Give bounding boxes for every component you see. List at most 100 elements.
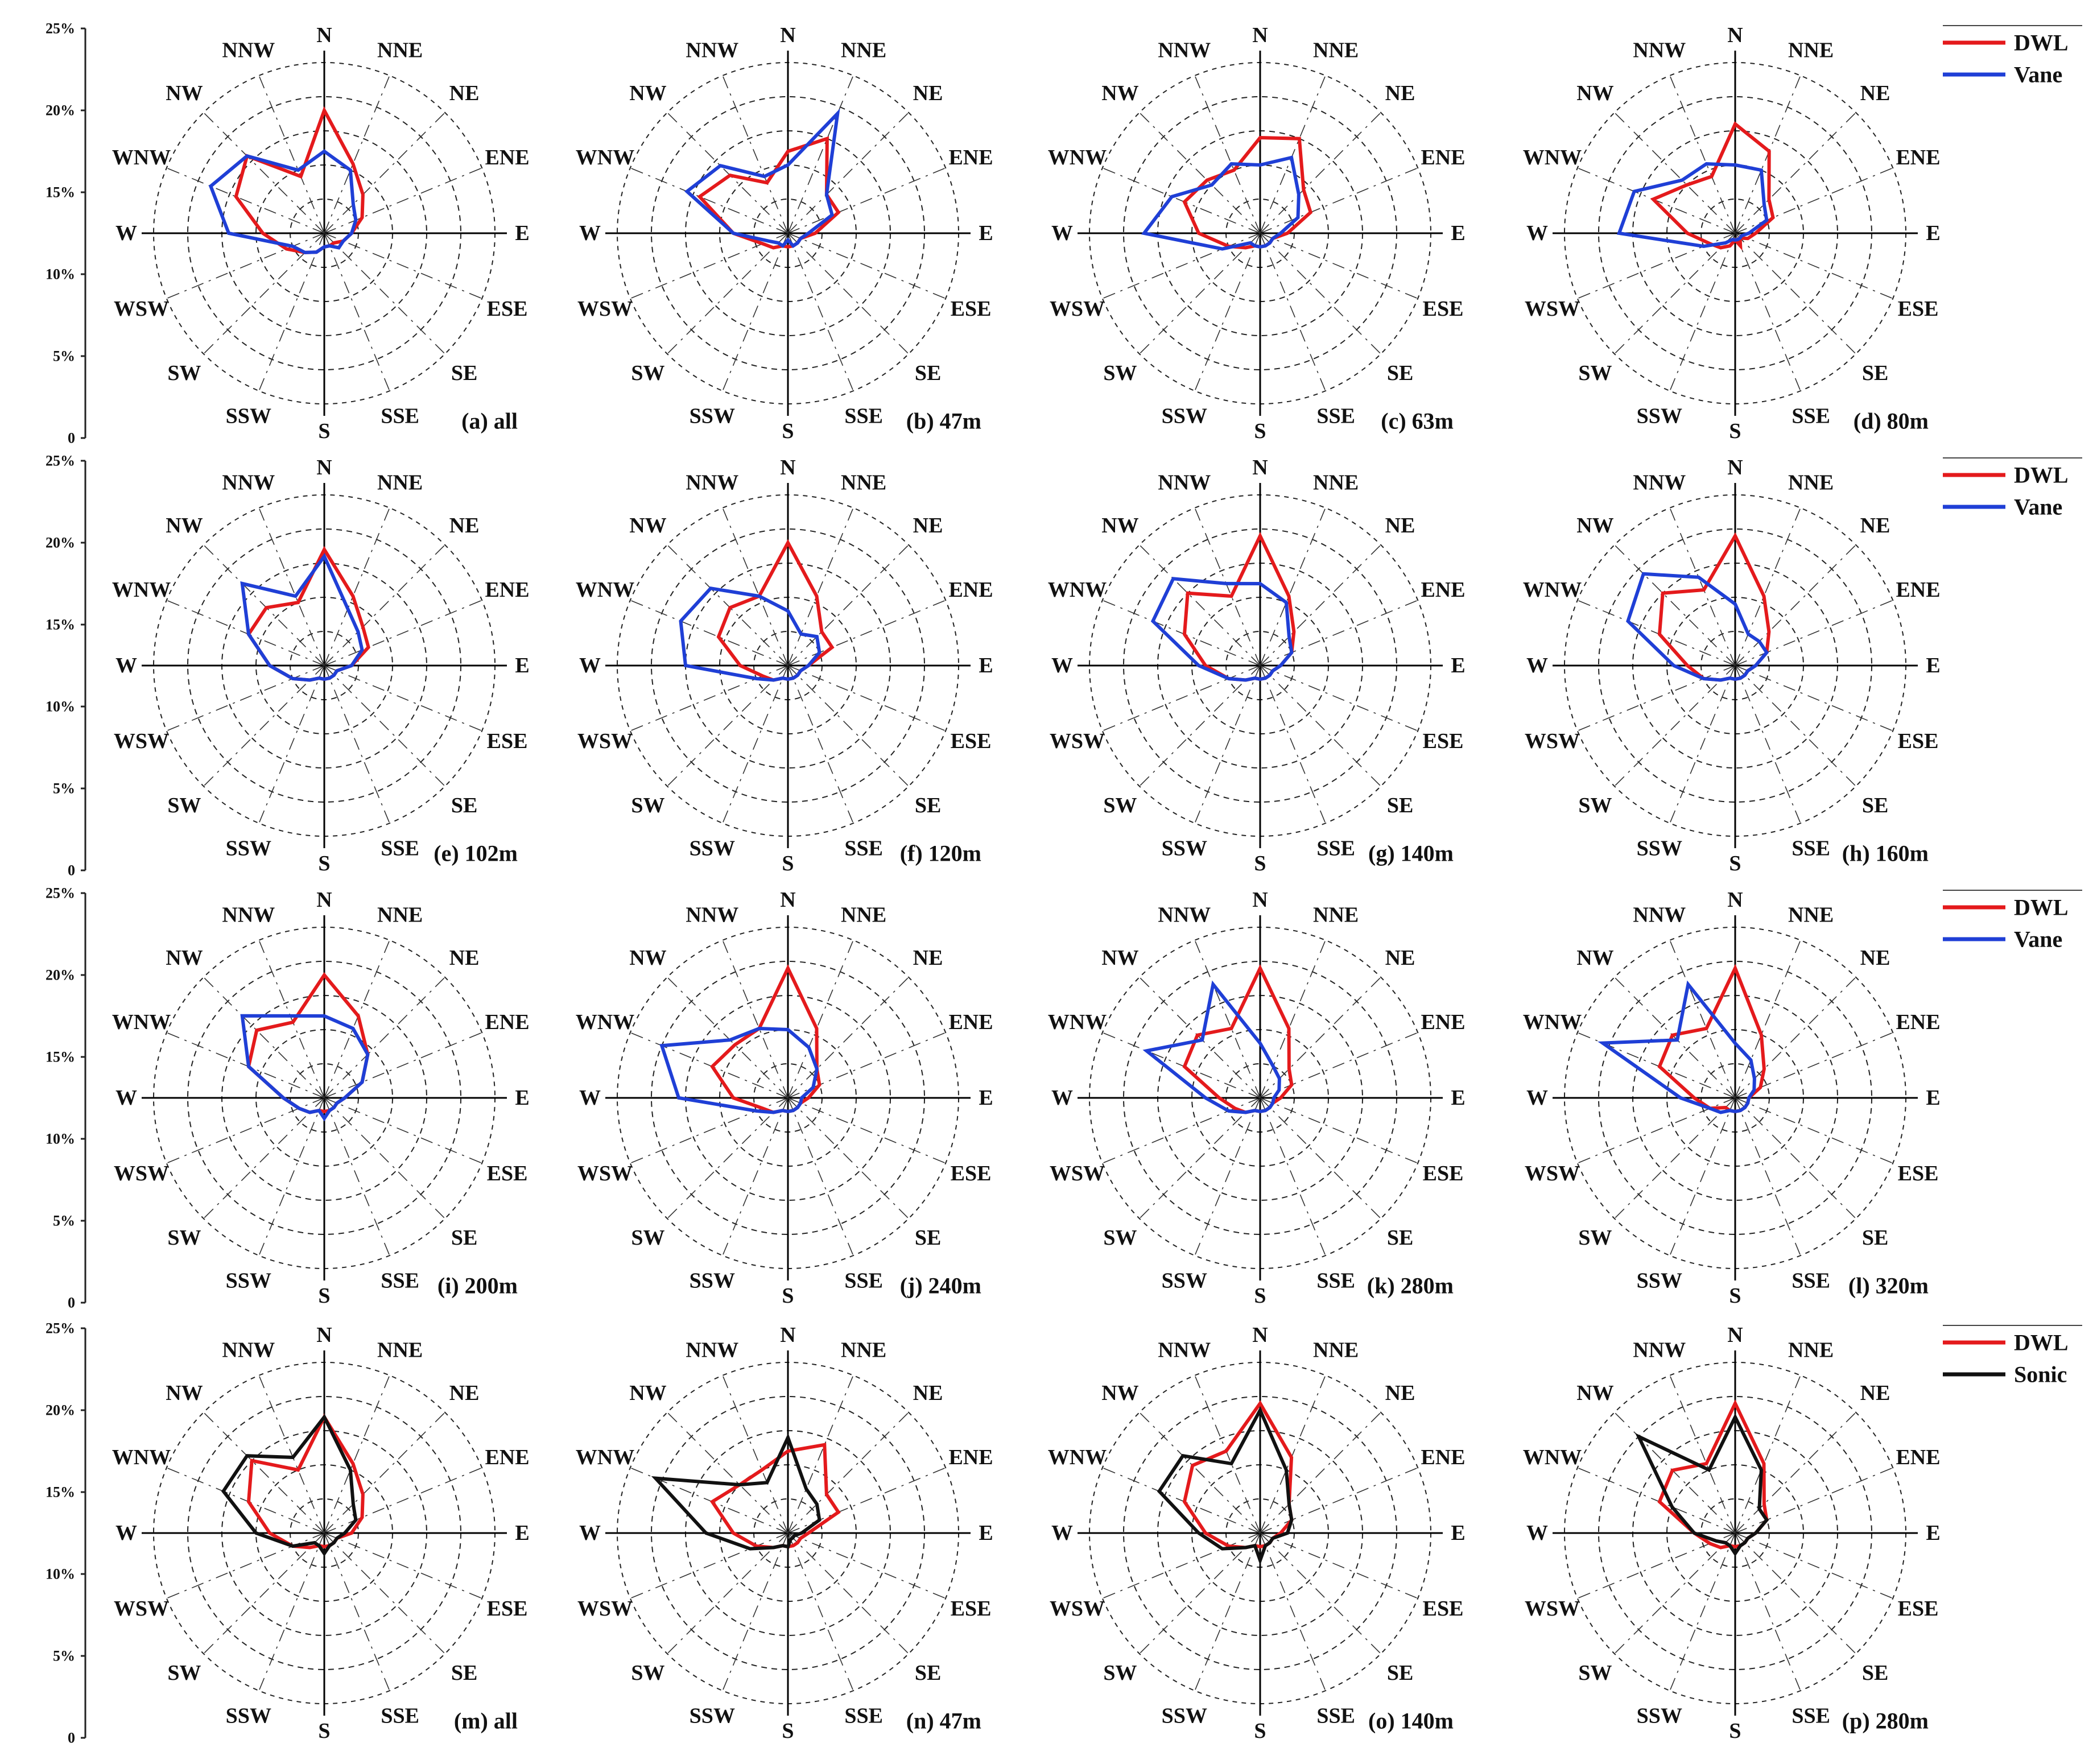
direction-spoke: [787, 167, 946, 234]
direction-label-sw: SW: [1578, 361, 1612, 385]
percent-axis-label: 0: [68, 862, 75, 879]
direction-spoke: [722, 75, 789, 234]
direction-label-nw: NW: [166, 1381, 203, 1405]
percent-axis-label: 5%: [53, 348, 75, 365]
direction-label-wsw: WSW: [1050, 1597, 1105, 1621]
direction-label-wnw: WNW: [112, 1010, 171, 1034]
direction-spoke: [1735, 600, 1893, 666]
percent-axis-label: 0: [68, 1295, 75, 1311]
direction-label-ese: ESE: [951, 1162, 992, 1185]
direction-spoke: [324, 600, 482, 666]
direction-spoke: [258, 507, 325, 666]
direction-spoke: [324, 233, 482, 299]
percent-axis-label: 5%: [53, 1213, 75, 1229]
legend-label-sonic: Sonic: [2014, 1362, 2067, 1387]
direction-label-wsw: WSW: [114, 1162, 169, 1185]
direction-label-ne: NE: [1385, 514, 1415, 538]
direction-spoke: [722, 1097, 789, 1256]
direction-label-s: S: [1254, 852, 1266, 875]
wind-rose-panel: N NNE NE ENE E ESE SE SSE S SSW SW WSW W WNW NW NNW (l) …: [1523, 888, 1941, 1308]
direction-spoke: [1260, 665, 1326, 824]
direction-label-se: SE: [915, 361, 941, 385]
direction-spoke: [1194, 665, 1261, 824]
direction-label-sse: SSE: [1316, 1704, 1355, 1728]
direction-label-s: S: [318, 419, 330, 443]
direction-label-n: N: [780, 456, 795, 480]
direction-spoke: [667, 544, 789, 666]
direction-spoke: [1139, 977, 1261, 1098]
direction-label-ene: ENE: [948, 1445, 993, 1469]
direction-label-ese: ESE: [951, 729, 992, 753]
direction-spoke: [166, 1532, 325, 1599]
percent-axis-label: 0: [68, 430, 75, 447]
direction-label-ne: NE: [1860, 81, 1890, 105]
wind-rose-panel: N NNE NE ENE E ESE SE SSE S SSW SW WSW W WNW NW NNW (e) …: [112, 456, 530, 875]
series-vane-polygon: [679, 586, 822, 682]
panel-label: (c) 63m: [1381, 408, 1454, 434]
direction-label-nne: NNE: [1313, 1338, 1359, 1362]
direction-label-ene: ENE: [485, 1445, 529, 1469]
direction-label-ne: NE: [1385, 1381, 1415, 1405]
direction-label-ssw: SSW: [690, 837, 735, 861]
direction-spoke: [1735, 665, 1856, 787]
direction-label-nne: NNE: [1788, 903, 1834, 927]
direction-label-wnw: WNW: [1048, 578, 1107, 602]
direction-label-ssw: SSW: [1637, 404, 1682, 428]
direction-label-n: N: [1252, 1323, 1268, 1347]
direction-label-wnw: WNW: [576, 578, 634, 602]
direction-label-sw: SW: [631, 794, 664, 817]
direction-label-e: E: [515, 654, 529, 677]
direction-label-wsw: WSW: [114, 1597, 169, 1621]
direction-spoke: [667, 665, 789, 787]
direction-label-s: S: [1254, 1719, 1266, 1743]
direction-label-ene: ENE: [948, 146, 993, 170]
direction-label-w: W: [1526, 654, 1548, 677]
direction-spoke: [787, 1375, 854, 1534]
direction-spoke: [1260, 1032, 1418, 1098]
direction-spoke: [1669, 940, 1736, 1098]
direction-spoke: [787, 600, 946, 666]
direction-label-ssw: SSW: [1637, 1269, 1682, 1293]
direction-label-w: W: [115, 221, 137, 245]
direction-spoke: [1260, 1467, 1418, 1534]
direction-label-w: W: [579, 654, 601, 677]
direction-label-nnw: NNW: [222, 1338, 275, 1362]
direction-label-sse: SSE: [844, 837, 883, 861]
direction-spoke: [1260, 75, 1326, 234]
panel-label: (l) 320m: [1848, 1273, 1929, 1299]
direction-label-w: W: [1526, 221, 1548, 245]
direction-spoke: [1735, 233, 1801, 391]
direction-spoke: [324, 233, 390, 391]
direction-label-e: E: [979, 654, 993, 677]
direction-label-ene: ENE: [1421, 146, 1465, 170]
direction-spoke: [1735, 1097, 1893, 1164]
direction-label-sw: SW: [167, 794, 201, 817]
direction-spoke: [667, 1532, 789, 1654]
direction-label-ne: NE: [913, 946, 943, 970]
direction-spoke: [1260, 233, 1381, 354]
legend-label-dwl: DWL: [2014, 462, 2069, 488]
direction-spoke: [787, 1532, 909, 1654]
direction-spoke: [722, 940, 789, 1098]
direction-spoke: [667, 233, 789, 354]
direction-label-ne: NE: [449, 81, 480, 105]
legend-label-dwl: DWL: [2014, 30, 2069, 56]
direction-label-wnw: WNW: [112, 1445, 171, 1469]
direction-label-wsw: WSW: [577, 1162, 633, 1185]
direction-spoke: [324, 665, 445, 787]
direction-spoke: [1669, 665, 1736, 824]
direction-label-wnw: WNW: [1048, 1010, 1107, 1034]
direction-label-sse: SSE: [844, 404, 883, 428]
direction-label-sw: SW: [1103, 1226, 1137, 1250]
direction-label-ne: NE: [1860, 514, 1890, 538]
direction-spoke: [1260, 1412, 1381, 1534]
direction-spoke: [1735, 233, 1893, 299]
legend: DWL Vane: [1943, 25, 2082, 88]
direction-label-nw: NW: [1101, 946, 1138, 970]
direction-label-ene: ENE: [948, 1010, 993, 1034]
direction-label-ssw: SSW: [1637, 1704, 1682, 1728]
direction-spoke: [630, 167, 789, 234]
direction-spoke: [1139, 665, 1261, 787]
direction-spoke: [787, 1097, 909, 1219]
direction-spoke: [787, 977, 909, 1098]
